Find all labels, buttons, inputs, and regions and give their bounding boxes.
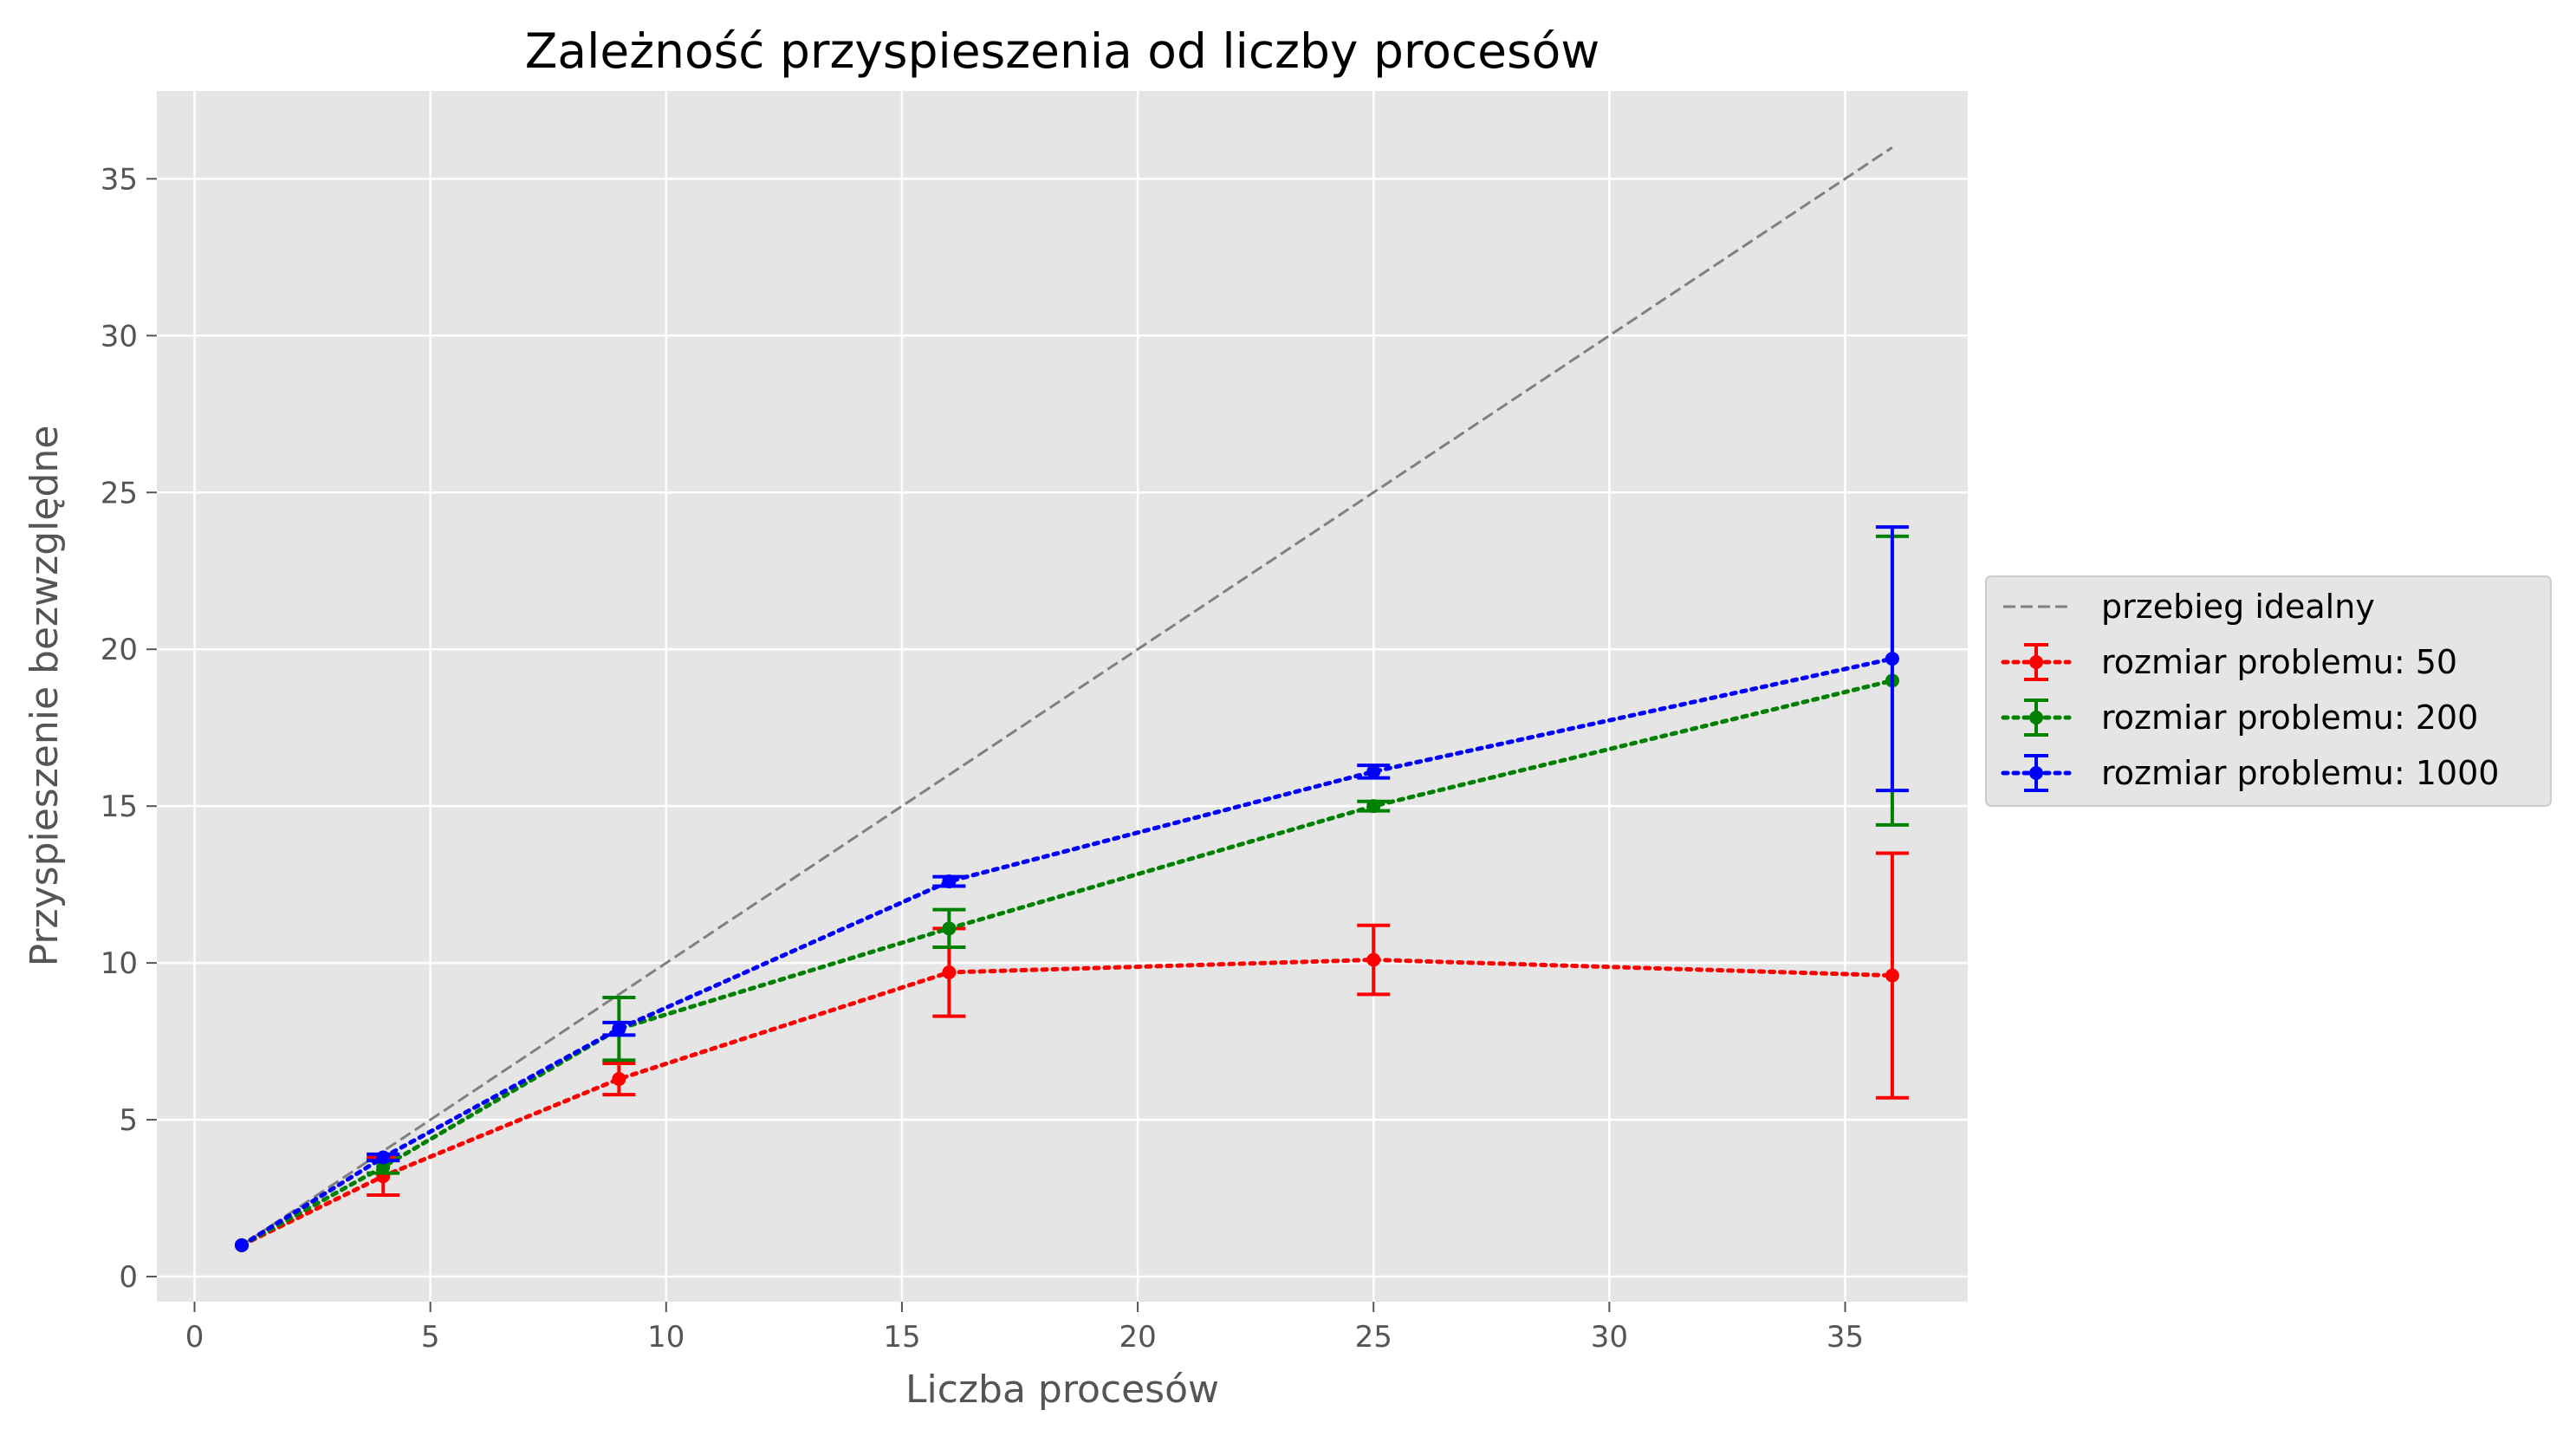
x-tick-label: 30	[1591, 1320, 1628, 1355]
grid	[157, 91, 1968, 1302]
data-point	[1366, 799, 1381, 814]
data-point	[942, 874, 957, 889]
data-point	[612, 1072, 626, 1087]
y-tick-label: 35	[101, 162, 138, 197]
series-line	[239, 678, 1895, 1248]
ideal-line-path	[241, 146, 1893, 1247]
legend-label: rozmiar problemu: 1000	[2101, 754, 2499, 792]
data-point	[1366, 764, 1381, 779]
x-tick-label: 20	[1119, 1320, 1156, 1355]
series-group	[234, 525, 1909, 1252]
y-tick-label: 5	[119, 1103, 138, 1138]
y-tick-label: 15	[101, 789, 138, 824]
series-3	[234, 525, 1909, 1252]
data-point	[942, 965, 957, 979]
data-point	[1885, 968, 1899, 983]
y-axis-label: Przyspieszenie bezwzględne	[23, 426, 67, 967]
y-tick-label: 25	[101, 476, 138, 510]
legend-label: rozmiar problemu: 50	[2101, 643, 2457, 681]
y-tick-label: 30	[101, 319, 138, 354]
series-line	[239, 656, 1895, 1248]
y-tick-label: 20	[101, 633, 138, 667]
data-point	[1366, 952, 1381, 967]
chart-title: Zależność przyspieszenia od liczby proce…	[525, 23, 1600, 79]
legend-swatch-marker	[2029, 711, 2043, 724]
x-axis-ticks: 0 5 10 15 20 25 30 35	[185, 1302, 1864, 1355]
x-tick-label: 5	[421, 1320, 440, 1355]
legend: przebieg idealny rozmiar problemu: 50 rozm…	[1985, 575, 2552, 807]
y-tick-label: 10	[101, 946, 138, 981]
x-axis-label: Liczba procesów	[905, 1368, 1219, 1412]
legend-swatch-marker	[2029, 655, 2043, 669]
series-line	[239, 957, 1895, 1248]
y-tick-label: 0	[119, 1260, 138, 1295]
x-tick-label: 10	[647, 1320, 685, 1355]
ideal-line	[241, 146, 1893, 1247]
x-tick-label: 15	[883, 1320, 920, 1355]
data-point	[612, 1022, 626, 1036]
x-tick-label: 25	[1355, 1320, 1392, 1355]
legend-box	[1985, 575, 2552, 807]
x-tick-label: 0	[185, 1320, 204, 1355]
legend-label: przebieg idealny	[2101, 588, 2375, 626]
data-point	[942, 921, 957, 936]
data-point	[376, 1150, 391, 1165]
x-tick-label: 35	[1827, 1320, 1864, 1355]
data-point	[1885, 652, 1899, 666]
data-point	[234, 1238, 249, 1252]
y-axis-ticks: 0 5 10 15 20 25 30 35	[101, 162, 157, 1295]
legend-label: rozmiar problemu: 200	[2101, 699, 2478, 737]
legend-swatch-marker	[2029, 766, 2043, 780]
